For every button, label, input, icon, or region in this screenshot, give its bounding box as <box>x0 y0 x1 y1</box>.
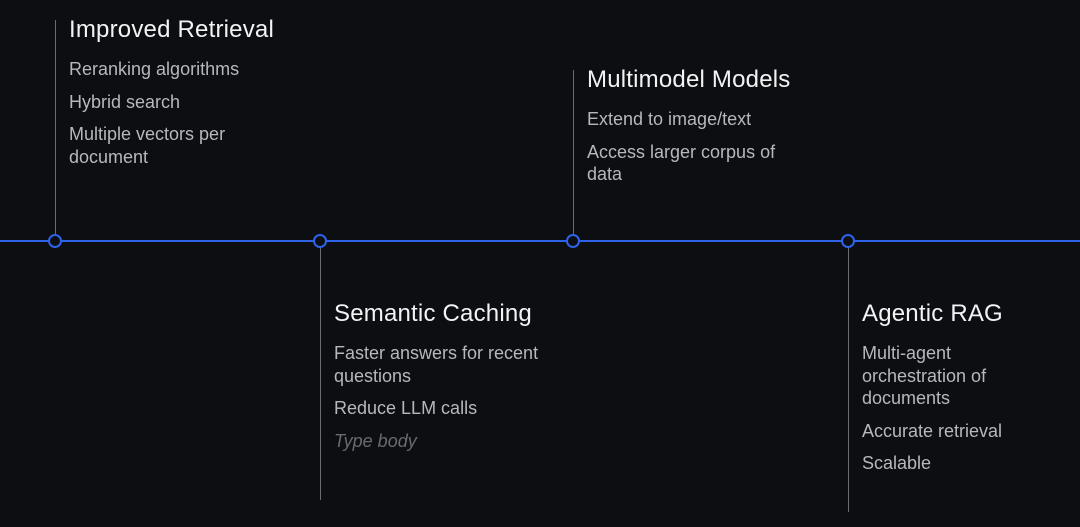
timeline-node-multimodel-models <box>566 234 580 248</box>
card-bullet: Multi-agent orchestration of documents <box>862 342 1058 410</box>
card-bullet: Access larger corpus of data <box>587 141 803 186</box>
card-agentic-rag: Agentic RAG Multi-agent orchestration of… <box>848 300 1058 485</box>
card-title: Agentic RAG <box>862 300 1058 328</box>
card-title: Improved Retrieval <box>69 16 285 44</box>
card-bullet: Faster answers for recent questions <box>334 342 540 387</box>
card-bullet: Extend to image/text <box>587 108 803 131</box>
card-semantic-caching: Semantic Caching Faster answers for rece… <box>320 300 540 452</box>
card-bullet: Accurate retrieval <box>862 420 1058 443</box>
card-bullet: Scalable <box>862 452 1058 475</box>
card-title: Semantic Caching <box>334 300 540 328</box>
timeline-node-agentic-rag <box>841 234 855 248</box>
card-multimodel-models: Multimodel Models Extend to image/text A… <box>573 66 803 196</box>
card-improved-retrieval: Improved Retrieval Reranking algorithms … <box>55 16 285 178</box>
timeline-axis <box>0 240 1080 242</box>
card-bullet: Multiple vectors per document <box>69 123 285 168</box>
timeline-node-semantic-caching <box>313 234 327 248</box>
card-title: Multimodel Models <box>587 66 803 94</box>
placeholder-text[interactable]: Type body <box>334 430 540 453</box>
card-bullet: Reranking algorithms <box>69 58 285 81</box>
timeline-node-improved-retrieval <box>48 234 62 248</box>
card-bullet: Reduce LLM calls <box>334 397 540 420</box>
card-bullet: Hybrid search <box>69 91 285 114</box>
